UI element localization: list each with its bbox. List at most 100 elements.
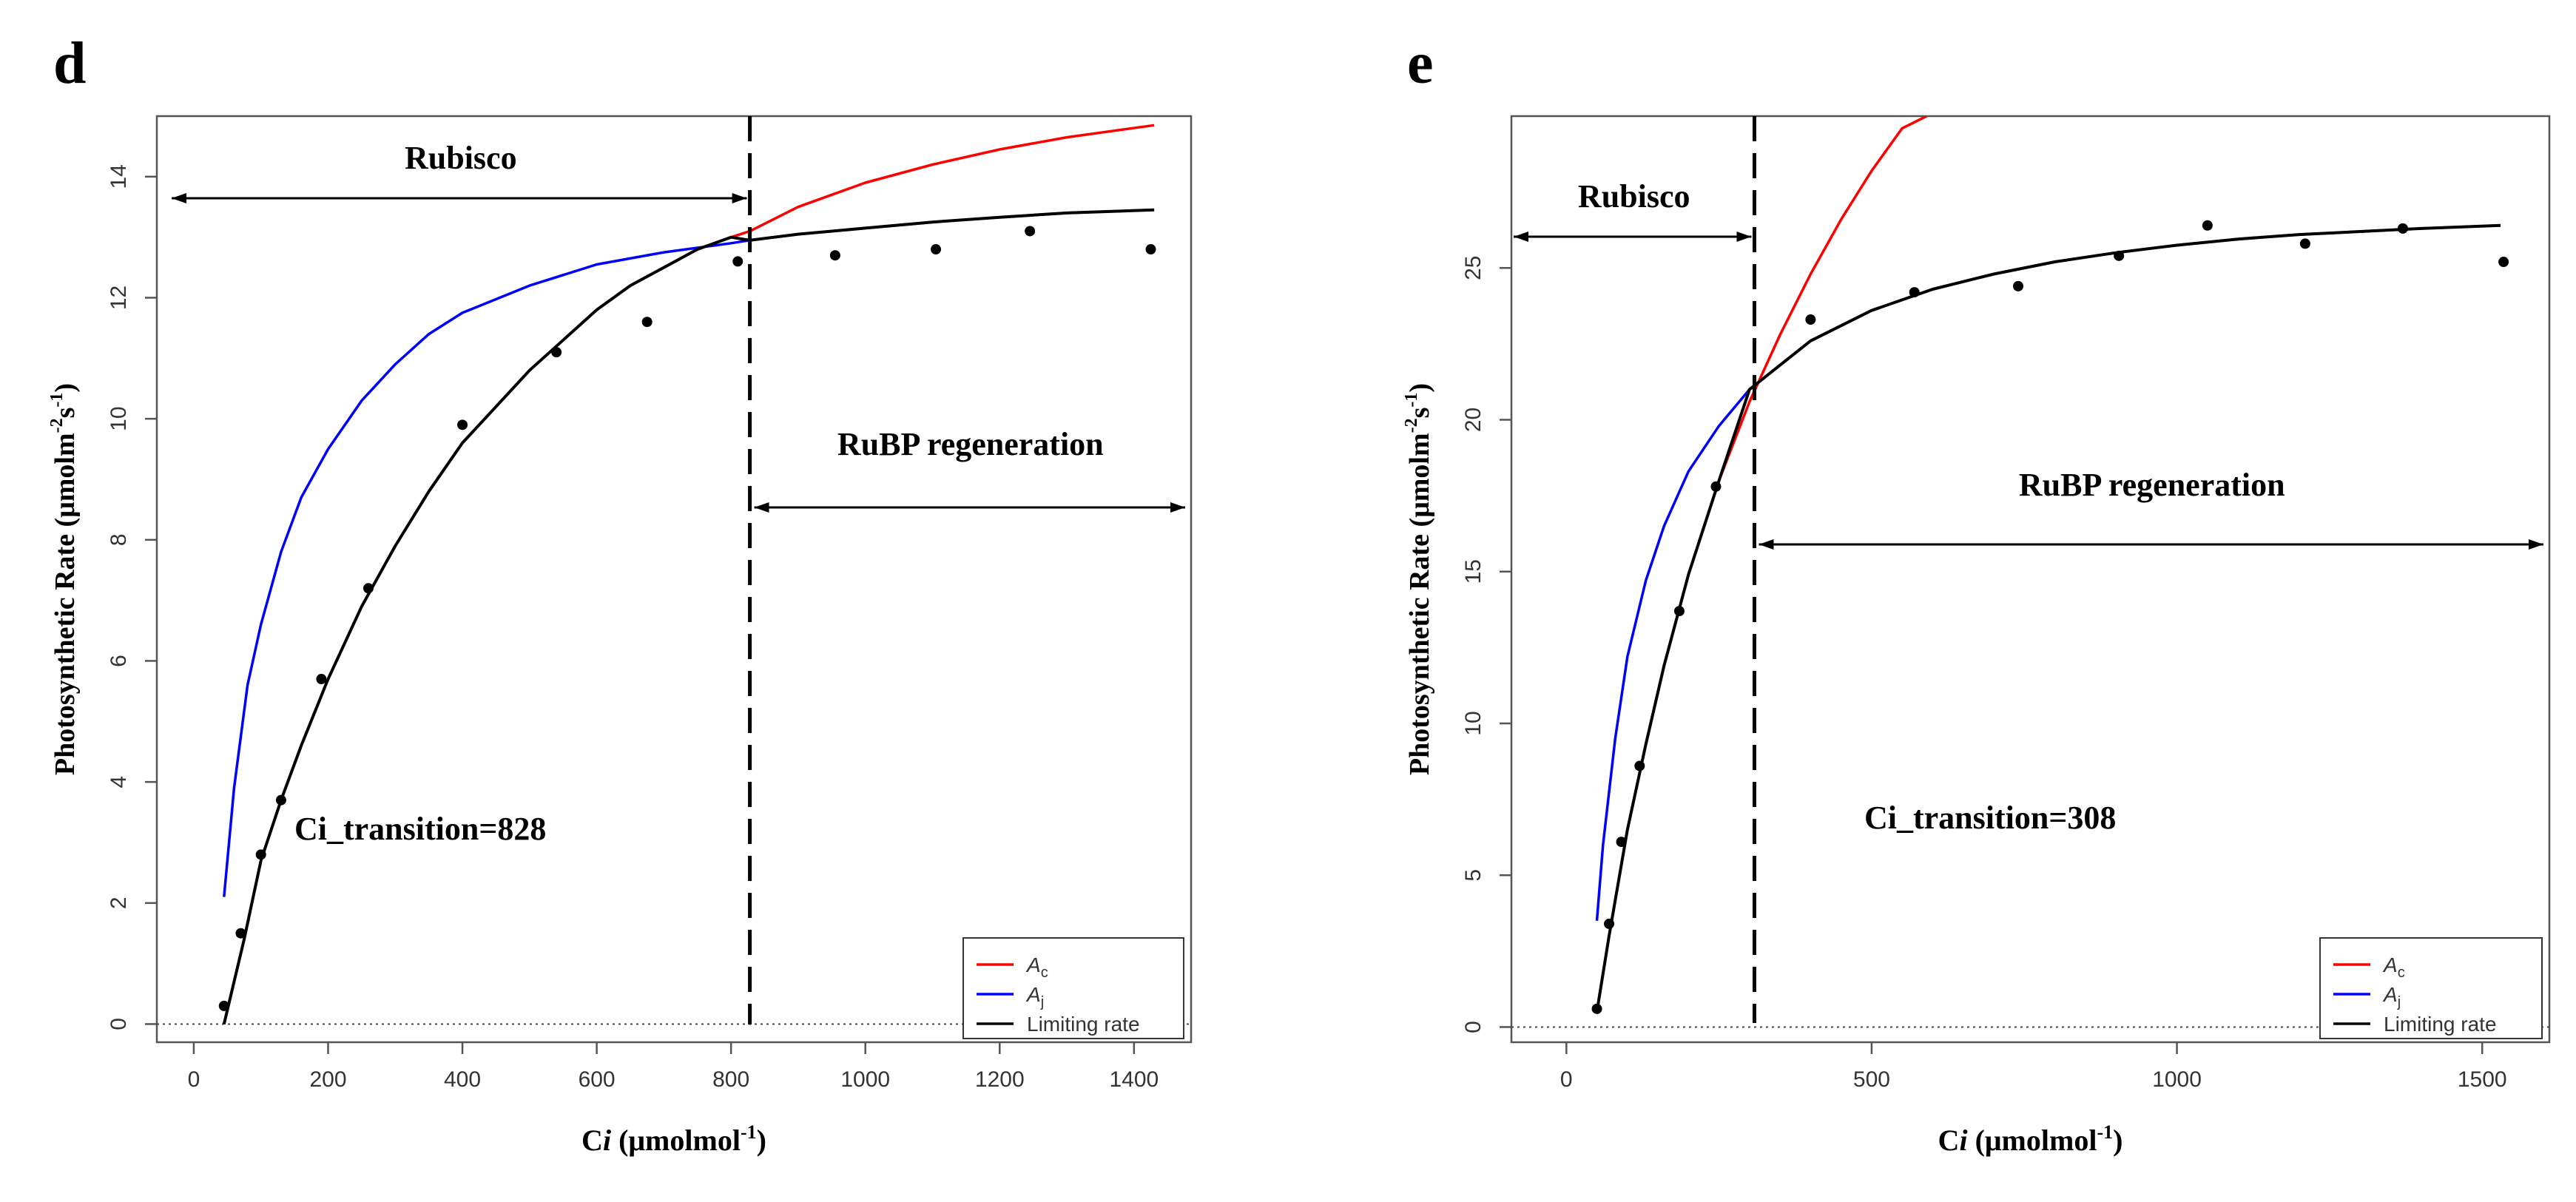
legend-box — [962, 937, 1184, 1039]
transition-label: Ci_transition=828 — [294, 811, 546, 847]
data-point — [1634, 760, 1645, 771]
text-span: (μmolmol — [611, 1124, 741, 1157]
text-span: i — [603, 1124, 611, 1157]
data-point — [363, 583, 374, 594]
panel-letter: e — [1407, 31, 1434, 96]
panel-letter: d — [53, 31, 87, 96]
plot-frame — [1510, 115, 2551, 1044]
text-span: A — [1025, 983, 1041, 1006]
series-line-aj — [223, 209, 1155, 897]
text-span: ) — [1404, 383, 1435, 393]
x-tick-label: 800 — [712, 1067, 749, 1092]
text-span: Photosynthetic Rate (μmolm — [1404, 433, 1435, 775]
text-span: -1 — [2097, 1121, 2113, 1143]
series-group — [1595, 116, 2501, 1013]
rubp-label: RuBP regeneration — [837, 426, 1104, 462]
y-tick-label: 10 — [107, 406, 131, 431]
legend-label: Aj — [2382, 983, 2401, 1010]
data-point — [316, 674, 327, 685]
text-span: A — [2382, 983, 2398, 1006]
legend-label: Ac — [2382, 953, 2405, 981]
data-point — [2498, 257, 2509, 268]
data-point — [732, 256, 744, 267]
data-point — [255, 849, 266, 860]
data-point — [1591, 1003, 1602, 1014]
text-span: -2 — [47, 418, 67, 433]
text-span: -1 — [741, 1121, 757, 1143]
legend-box — [2319, 937, 2543, 1039]
y-tick-label: 4 — [107, 776, 131, 789]
data-point — [1710, 481, 1722, 492]
y-tick-label: 10 — [1461, 711, 1486, 735]
x-tick-label: 0 — [188, 1067, 200, 1092]
text-span: ) — [2113, 1124, 2122, 1157]
text-span: j — [1040, 994, 1044, 1010]
x-tick-label: 1500 — [2458, 1067, 2507, 1092]
data-point — [218, 1000, 229, 1011]
data-point — [1616, 837, 1627, 848]
data-point — [1025, 226, 1036, 237]
data-point — [551, 347, 562, 358]
y-axis-label: Photosynthetic Rate (μmolm-2s-1) — [47, 383, 81, 775]
legend-label: Limiting rate — [2384, 1013, 2497, 1036]
x-tick-label: 200 — [309, 1067, 346, 1092]
data-point — [275, 794, 286, 806]
text-span: c — [2398, 965, 2405, 981]
data-point — [1673, 606, 1685, 617]
text-span: s — [1404, 408, 1435, 419]
data-point — [829, 250, 840, 261]
legend-label: Limiting rate — [1027, 1013, 1140, 1036]
series-line-ac — [223, 124, 1155, 1024]
text-span: c — [1041, 965, 1048, 981]
series-line-ac — [1595, 116, 1927, 1013]
x-tick-label: 400 — [444, 1067, 481, 1092]
y-tick-label: 25 — [1461, 256, 1486, 280]
data-point — [2397, 223, 2408, 234]
data-point — [2114, 250, 2125, 261]
y-tick-label: 12 — [107, 286, 131, 310]
text-span: Limiting rate — [2384, 1013, 2497, 1036]
x-tick-label: 600 — [579, 1067, 616, 1092]
y-tick-label: 20 — [1461, 408, 1486, 432]
data-point — [2202, 220, 2213, 231]
data-point — [2012, 280, 2023, 291]
y-tick-label: 0 — [1461, 1021, 1486, 1033]
data-point — [457, 419, 468, 431]
x-tick-label: 1200 — [975, 1067, 1025, 1092]
data-point — [931, 244, 942, 255]
x-tick-label: 0 — [1560, 1067, 1573, 1092]
text-span: s — [50, 408, 81, 419]
text-span: (μmolmol — [1968, 1124, 2097, 1157]
legend-label: Aj — [1025, 983, 1044, 1010]
text-span: Photosynthetic Rate (μmolm — [50, 433, 81, 775]
text-span: j — [2397, 994, 2401, 1010]
text-span: i — [1959, 1124, 1967, 1157]
legend-label: Ac — [1025, 953, 1048, 981]
data-point — [1145, 244, 1156, 255]
text-span: -1 — [47, 393, 67, 408]
text-span: A — [1025, 953, 1041, 976]
x-axis-label: Ci (μmolmol-1) — [1938, 1121, 2123, 1157]
data-point — [641, 317, 653, 328]
data-point — [1604, 918, 1615, 929]
chart-panel-d: d 0 200 400 600 800 1000 1200 1400 0 2 4 6 8 10 12 14 Ci … — [47, 31, 1193, 1157]
y-tick-label: 8 — [107, 533, 131, 546]
x-tick-label: 500 — [1853, 1067, 1890, 1092]
data-point — [1805, 314, 1816, 325]
data-point — [1909, 287, 1920, 298]
text-span: C — [1938, 1124, 1960, 1157]
data-point — [235, 928, 246, 939]
y-tick-label: 6 — [107, 655, 131, 667]
rubisco-label: Rubisco — [405, 140, 517, 176]
text-span: A — [2382, 953, 2398, 976]
text-span: -2 — [1402, 418, 1421, 433]
y-tick-label: 14 — [107, 164, 131, 189]
y-axis-label: Photosynthetic Rate (μmolm-2s-1) — [1402, 383, 1435, 775]
x-axis-label: Ci (μmolmol-1) — [581, 1121, 766, 1157]
x-tick-label: 1000 — [840, 1067, 890, 1092]
data-point — [2299, 238, 2310, 249]
rubisco-label: Rubisco — [1578, 178, 1690, 215]
